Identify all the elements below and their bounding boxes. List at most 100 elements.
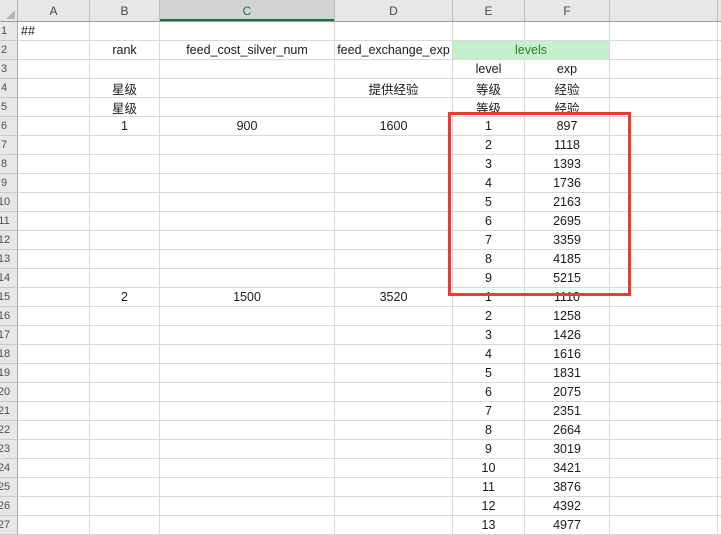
cell-F25[interactable]: 3876 [525, 478, 610, 497]
cell-F20[interactable]: 2075 [525, 383, 610, 402]
cell-F7[interactable]: 1118 [525, 136, 610, 155]
cell-G12[interactable] [610, 231, 718, 250]
cell-G19[interactable] [610, 364, 718, 383]
cell-A7[interactable] [18, 136, 90, 155]
cell-F22[interactable]: 2664 [525, 421, 610, 440]
cell-C5[interactable] [160, 98, 335, 117]
cell-F19[interactable]: 1831 [525, 364, 610, 383]
cell-C27[interactable] [160, 516, 335, 535]
row-header-10[interactable]: 10 [0, 193, 18, 212]
cell-F13[interactable]: 4185 [525, 250, 610, 269]
cell-E3[interactable]: level [453, 60, 525, 79]
cell-A3[interactable] [18, 60, 90, 79]
col-header-C[interactable]: C [160, 0, 335, 21]
cell-C20[interactable] [160, 383, 335, 402]
cell-F12[interactable]: 3359 [525, 231, 610, 250]
cell-C21[interactable] [160, 402, 335, 421]
cell-D18[interactable] [335, 345, 453, 364]
cell-A11[interactable] [18, 212, 90, 231]
cell-G20[interactable] [610, 383, 718, 402]
cell-B5[interactable]: 星级 [90, 98, 160, 117]
cell-E19[interactable]: 5 [453, 364, 525, 383]
cell-D25[interactable] [335, 478, 453, 497]
cell-F1[interactable] [525, 22, 610, 41]
cell-E22[interactable]: 8 [453, 421, 525, 440]
cell-D8[interactable] [335, 155, 453, 174]
cell-A13[interactable] [18, 250, 90, 269]
cell-A22[interactable] [18, 421, 90, 440]
cell-B16[interactable] [90, 307, 160, 326]
cell-A10[interactable] [18, 193, 90, 212]
cell-C2[interactable]: feed_cost_silver_num [160, 41, 335, 60]
cell-F24[interactable]: 3421 [525, 459, 610, 478]
cell-G14[interactable] [610, 269, 718, 288]
row-header-12[interactable]: 12 [0, 231, 18, 250]
row-header-15[interactable]: 15 [0, 288, 18, 307]
cell-G15[interactable] [610, 288, 718, 307]
cell-E21[interactable]: 7 [453, 402, 525, 421]
cell-A1[interactable]: ## [18, 22, 90, 41]
row-header-18[interactable]: 18 [0, 345, 18, 364]
cell-F18[interactable]: 1616 [525, 345, 610, 364]
cell-G27[interactable] [610, 516, 718, 535]
cell-G23[interactable] [610, 440, 718, 459]
cell-B7[interactable] [90, 136, 160, 155]
cell-A14[interactable] [18, 269, 90, 288]
cell-A25[interactable] [18, 478, 90, 497]
cell-E8[interactable]: 3 [453, 155, 525, 174]
cell-G8[interactable] [610, 155, 718, 174]
cell-E26[interactable]: 12 [453, 497, 525, 516]
row-header-1[interactable]: 1 [0, 22, 18, 41]
cell-A26[interactable] [18, 497, 90, 516]
cell-A20[interactable] [18, 383, 90, 402]
cell-G25[interactable] [610, 478, 718, 497]
row-header-22[interactable]: 22 [0, 421, 18, 440]
row-header-7[interactable]: 7 [0, 136, 18, 155]
cell-C8[interactable] [160, 155, 335, 174]
row-header-4[interactable]: 4 [0, 79, 18, 98]
cell-C22[interactable] [160, 421, 335, 440]
cell-E4[interactable]: 等级 [453, 79, 525, 98]
cell-E9[interactable]: 4 [453, 174, 525, 193]
row-header-3[interactable]: 3 [0, 60, 18, 79]
cell-G4[interactable] [610, 79, 718, 98]
cell-D27[interactable] [335, 516, 453, 535]
cell-A2[interactable] [18, 41, 90, 60]
col-header-A[interactable]: A [18, 0, 90, 21]
cell-C15[interactable]: 1500 [160, 288, 335, 307]
cell-C14[interactable] [160, 269, 335, 288]
cell-A8[interactable] [18, 155, 90, 174]
cell-B4[interactable]: 星级 [90, 79, 160, 98]
cell-E15[interactable]: 1 [453, 288, 525, 307]
cell-F11[interactable]: 2695 [525, 212, 610, 231]
cell-B17[interactable] [90, 326, 160, 345]
cell-E13[interactable]: 8 [453, 250, 525, 269]
cell-A6[interactable] [18, 117, 90, 136]
merged-cell-levels[interactable]: levels [453, 41, 610, 60]
cell-C25[interactable] [160, 478, 335, 497]
cell-G26[interactable] [610, 497, 718, 516]
cell-A23[interactable] [18, 440, 90, 459]
cell-B19[interactable] [90, 364, 160, 383]
cell-G3[interactable] [610, 60, 718, 79]
cell-C17[interactable] [160, 326, 335, 345]
cell-D22[interactable] [335, 421, 453, 440]
row-header-9[interactable]: 9 [0, 174, 18, 193]
cell-B13[interactable] [90, 250, 160, 269]
cell-D9[interactable] [335, 174, 453, 193]
cell-D21[interactable] [335, 402, 453, 421]
cell-B22[interactable] [90, 421, 160, 440]
cell-B3[interactable] [90, 60, 160, 79]
cell-D6[interactable]: 1600 [335, 117, 453, 136]
cell-D20[interactable] [335, 383, 453, 402]
cell-B15[interactable]: 2 [90, 288, 160, 307]
row-header-27[interactable]: 27 [0, 516, 18, 535]
col-header-B[interactable]: B [90, 0, 160, 21]
row-header-21[interactable]: 21 [0, 402, 18, 421]
cell-A9[interactable] [18, 174, 90, 193]
cell-E17[interactable]: 3 [453, 326, 525, 345]
row-header-19[interactable]: 19 [0, 364, 18, 383]
cell-G1[interactable] [610, 22, 718, 41]
cell-F6[interactable]: 897 [525, 117, 610, 136]
cell-B25[interactable] [90, 478, 160, 497]
